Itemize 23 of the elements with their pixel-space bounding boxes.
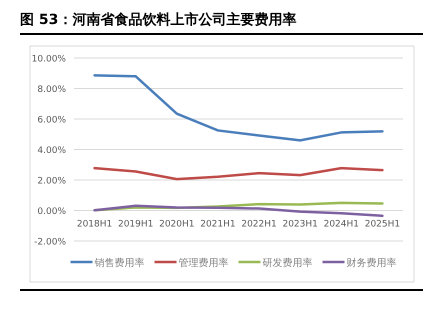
x-tick-label: 2019H1 bbox=[118, 220, 154, 230]
legend-label: 销售费用率 bbox=[94, 257, 144, 269]
x-tick-label: 2025H1 bbox=[364, 220, 400, 230]
x-tick-label: 2024H1 bbox=[324, 220, 360, 230]
x-tick-label: 2020H1 bbox=[159, 220, 195, 230]
chart-title: 图 53：河南省食品饮料上市公司主要费用率 bbox=[20, 11, 296, 28]
y-tick-label: 2.00% bbox=[37, 176, 66, 186]
legend-label: 研发费用率 bbox=[262, 257, 312, 269]
line-series bbox=[93, 74, 384, 142]
legend-label: 管理费用率 bbox=[178, 257, 228, 269]
line-series bbox=[93, 204, 384, 218]
y-tick-label: 4.00% bbox=[37, 146, 66, 156]
line-series bbox=[93, 166, 384, 180]
y-tick-label: 10.00% bbox=[32, 54, 66, 64]
x-tick-label: 2018H1 bbox=[76, 220, 112, 230]
y-tick-label: 6.00% bbox=[37, 116, 66, 126]
x-tick-label: 2023H1 bbox=[282, 220, 318, 230]
y-tick-label: 8.00% bbox=[37, 85, 66, 95]
y-tick-label: 0.00% bbox=[37, 207, 66, 217]
legend-label: 财务费用率 bbox=[346, 257, 396, 269]
x-tick-label: 2022H1 bbox=[241, 220, 277, 230]
y-tick-label: -2.00% bbox=[34, 238, 66, 248]
x-tick-label: 2021H1 bbox=[200, 220, 236, 230]
